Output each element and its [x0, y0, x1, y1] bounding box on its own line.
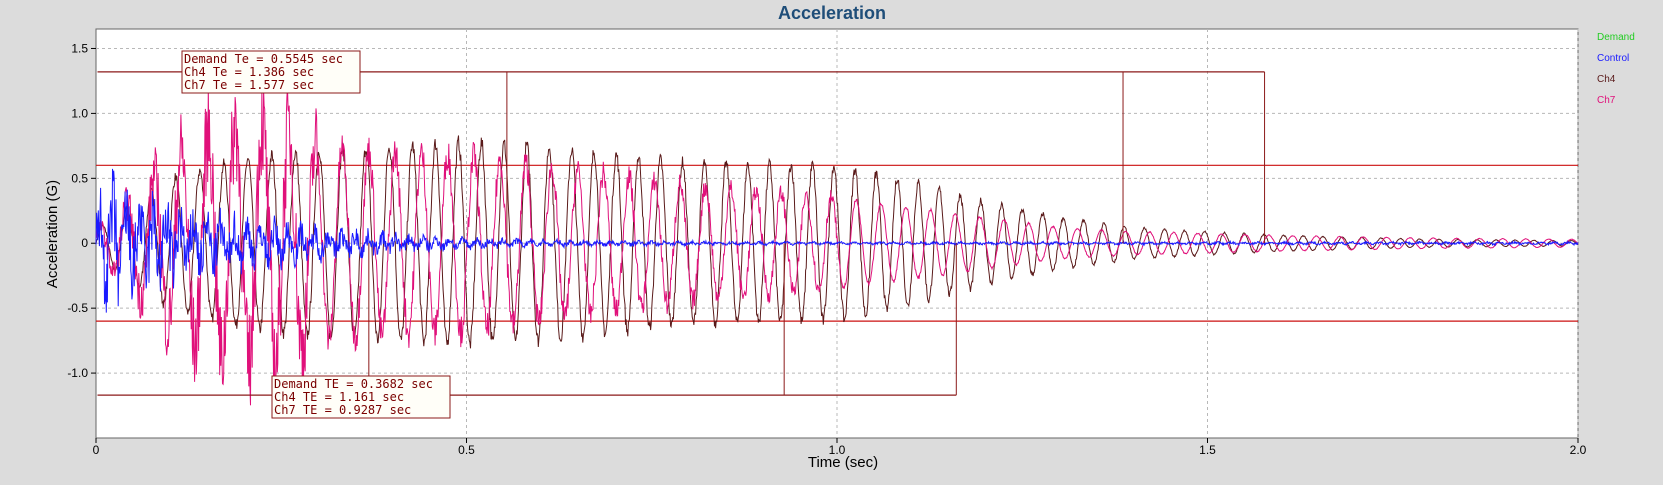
y-tick-label: 1.0	[71, 106, 88, 120]
axis-ticks: 0 0.5 1.0 1.5 2.0 1.5 1.0 0.5 0 -0.5 -1.0	[67, 41, 1586, 457]
x-axis-label: Time (sec)	[808, 454, 878, 471]
annotation-text: Ch7 Te = 1.577 sec	[184, 78, 314, 92]
annotation-box-frame	[271, 375, 451, 419]
y-axis-label: Acceleration (G)	[44, 180, 61, 288]
x-tick-label: 0	[93, 443, 100, 457]
x-tick-label: 1.0	[829, 443, 846, 457]
legend-item-demand: Demand	[1597, 32, 1635, 43]
x-tick-label: 1.5	[1199, 443, 1216, 457]
legend-item-ch7: Ch7	[1597, 95, 1616, 106]
y-tick-label: -1.0	[67, 366, 88, 380]
chart-title: Acceleration	[778, 3, 886, 23]
y-tick-label: -0.5	[67, 301, 88, 315]
x-tick-label: 2.0	[1570, 443, 1587, 457]
legend-item-control: Control	[1597, 53, 1629, 64]
annotation-text: Ch7 TE = 0.9287 sec	[274, 403, 411, 417]
legend: Demand Control Ch4 Ch7	[1597, 32, 1635, 106]
y-tick-label: 0.5	[71, 171, 88, 185]
series-line-ch7	[95, 84, 1579, 406]
legend-item-ch4: Ch4	[1597, 74, 1616, 85]
x-tick-label: 0.5	[458, 443, 475, 457]
threshold-lines	[96, 164, 1578, 322]
series-line-ch4	[95, 135, 1579, 349]
y-tick-label: 1.5	[71, 41, 88, 55]
annotation-text: Ch4 TE = 1.161 sec	[274, 390, 404, 404]
annotation-text: Demand TE = 0.3682 sec	[274, 377, 433, 391]
annotation-text: Demand Te = 0.5545 sec	[184, 52, 343, 66]
annotation-text: Ch4 Te = 1.386 sec	[184, 65, 314, 79]
y-tick-label: 0	[81, 236, 88, 250]
annotation-box-frame	[181, 50, 361, 94]
series-line-control	[95, 168, 1579, 313]
series-layer	[95, 84, 1579, 406]
